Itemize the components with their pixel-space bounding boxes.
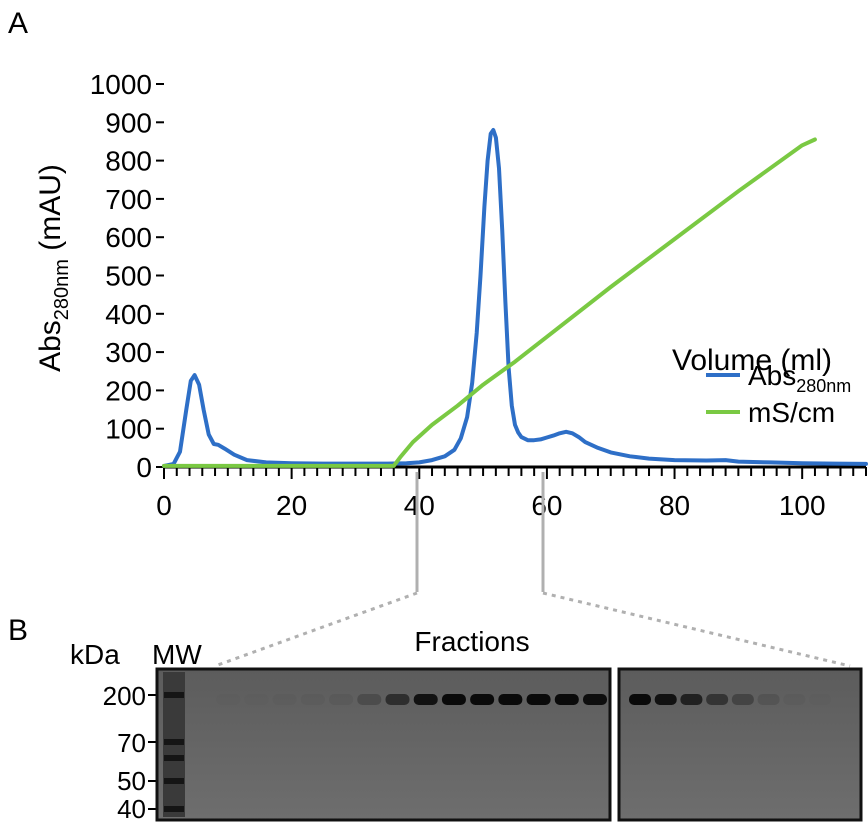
x-axis-label: Volume (ml) [672, 344, 832, 377]
y-tick-label: 400 [105, 299, 152, 330]
panel-b-label: B [8, 614, 28, 647]
gel-band [357, 694, 382, 705]
gel-band [583, 694, 607, 705]
y-ticks: 0 100 200 300 400 500 600 700 800 900 1000 [90, 69, 164, 483]
ladder-band [164, 778, 184, 784]
x-ticks: 0 20 40 60 80 100 [156, 467, 867, 521]
gel-image-right [617, 667, 863, 822]
x-tick-label: 0 [156, 490, 172, 521]
ladder-band [164, 755, 184, 761]
gel-band [300, 694, 325, 705]
gel-mw-label: MW [152, 639, 202, 670]
y-tick-label: 700 [105, 184, 152, 215]
y-tick-label: 800 [105, 146, 152, 177]
marker-label-50: 50 [117, 766, 146, 796]
y-tick-label: 100 [105, 414, 152, 445]
y-tick-label: 300 [105, 337, 152, 368]
gel-band [809, 694, 831, 705]
gel-band [498, 694, 523, 705]
chromatogram-chart: 0 20 40 60 80 100 0 100 200 300 400 500 600 700 800 90… [34, 69, 868, 521]
x-tick-label: 100 [779, 490, 826, 521]
gel-band [680, 694, 703, 705]
gel-kda-label: kDa [70, 639, 120, 670]
gel-band [244, 694, 269, 705]
gel-connectors [214, 472, 851, 668]
gel-band [526, 694, 551, 705]
gel-band [783, 694, 806, 705]
gel-band [470, 694, 495, 705]
gel-band [385, 694, 410, 705]
y-axis-label: Abs280nm (mAU) [34, 164, 73, 372]
gel-band [441, 694, 466, 705]
marker-label-200: 200 [103, 681, 146, 711]
gel-fractions-label: Fractions [414, 626, 529, 657]
ladder-band [164, 739, 184, 745]
x-tick-label: 80 [659, 490, 690, 521]
gel-band [706, 694, 729, 705]
ladder-band [164, 806, 184, 812]
gel-band [554, 694, 579, 705]
gel-band [629, 694, 651, 705]
y-tick-label: 1000 [90, 69, 152, 100]
y-tick-label: 600 [105, 222, 152, 253]
gel-band [757, 694, 780, 705]
marker-label-70: 70 [117, 728, 146, 758]
y-tick-label: 500 [105, 261, 152, 292]
series-line-conductivity [162, 137, 817, 468]
x-tick-label: 60 [531, 490, 562, 521]
gel-marker-labels: 200 70 50 40 [103, 681, 157, 824]
gel-band [654, 694, 677, 705]
gel-band [413, 694, 438, 705]
y-tick-label: 900 [105, 107, 152, 138]
legend-label-ms: mS/cm [748, 397, 835, 428]
ladder-band [164, 692, 184, 698]
gel-band [329, 694, 354, 705]
y-tick-label: 200 [105, 375, 152, 406]
gel-band [216, 694, 241, 705]
connector-60-diagonal [542, 591, 851, 668]
legend-label-abs: Abs280nm [748, 360, 851, 396]
y-tick-label: 0 [136, 452, 152, 483]
marker-label-40: 40 [117, 794, 146, 824]
series-line-abs280 [162, 128, 868, 468]
legend: Abs280nm mS/cm [706, 360, 851, 428]
connector-40-diagonal [214, 591, 418, 668]
x-tick-label: 20 [276, 490, 307, 521]
series-layer [162, 128, 868, 468]
panel-a-label: A [8, 7, 28, 40]
gel-band [272, 694, 297, 705]
x-tick-label: 40 [404, 490, 435, 521]
gel-band [731, 694, 754, 705]
gel-image-left [155, 667, 612, 822]
